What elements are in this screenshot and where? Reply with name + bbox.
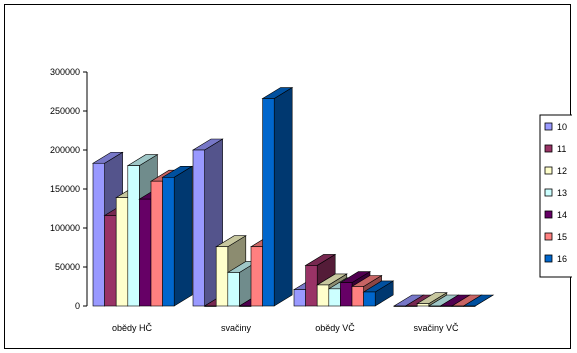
legend-label: 15 [557,232,567,242]
bar [462,294,495,307]
bar-front [416,303,430,307]
legend-label: 13 [557,188,567,198]
bar-side [173,165,193,307]
bar-front [192,149,205,307]
legend-label: 14 [557,210,567,220]
bar-front [127,165,140,307]
bar-front [104,215,117,307]
bar-front [440,305,453,307]
legend-swatch [544,166,553,175]
y-tick-label: 200000 [50,145,80,155]
bar-front [215,246,229,307]
legend-label: 10 [557,122,567,132]
bar-front [316,284,330,307]
legend-item: 15 [544,232,567,242]
bar-front [405,305,418,307]
y-tick-label: 100000 [50,223,80,233]
bar-front [227,272,240,307]
bar-front [393,305,406,307]
legend-item: 13 [544,188,567,198]
bars-layer [91,86,495,307]
legend-item: 10 [544,122,567,132]
legend-item: 12 [544,166,567,176]
legend-item: 14 [544,210,567,220]
bar-front [451,305,464,307]
legend-label: 12 [557,166,567,176]
legend-swatch [544,122,553,131]
y-tick-label: 300000 [50,67,80,77]
legend-swatch [544,144,553,153]
bar-front [293,289,306,307]
bar [161,165,194,307]
bar [416,292,448,307]
bar-front [262,98,275,307]
y-tick-label: 150000 [50,184,80,194]
legend-swatch [544,254,553,263]
bar [261,86,294,307]
bar-front [463,305,476,307]
legend-swatch [544,210,553,219]
bar-front [162,177,175,307]
y-tick-label: 250000 [50,106,80,116]
legend-label: 16 [557,254,567,264]
bar-side [273,86,293,307]
legend-item: 11 [544,144,566,154]
y-tick-label: 50000 [55,262,80,272]
bar-front [92,162,105,307]
x-category-label: svačiny VČ [413,323,459,333]
bar-front [150,180,163,307]
chart-area: 0 50000 100000 150000 200000 250000 300000 oběd… [4,4,572,349]
bar-front [305,265,318,307]
x-category-label: obědy HČ [112,323,153,333]
bar-front [139,198,152,307]
legend-label: 11 [557,144,566,154]
legend-swatch [544,232,553,241]
x-category-label: svačiny [221,323,252,333]
y-tick-label: 0 [75,301,80,311]
bar-front [115,197,129,307]
bar-front [428,305,441,307]
axis-layer: 0 50000 100000 150000 200000 250000 300000 oběd… [50,67,459,333]
bar-front [363,291,376,307]
bar [362,280,395,307]
bar-front [340,282,353,307]
bar-chart: 0 50000 100000 150000 200000 250000 300000 oběd… [50,67,572,333]
bar-front [239,305,252,307]
legend-swatch [544,188,553,197]
legend-item: 16 [544,254,567,264]
legend: 10 11 12 13 14 15 16 [539,114,572,278]
bar-front [250,246,263,307]
bar-front [204,305,217,307]
bar-front [328,288,341,307]
x-category-label: obědy VČ [315,323,355,333]
bar-front [351,286,364,307]
